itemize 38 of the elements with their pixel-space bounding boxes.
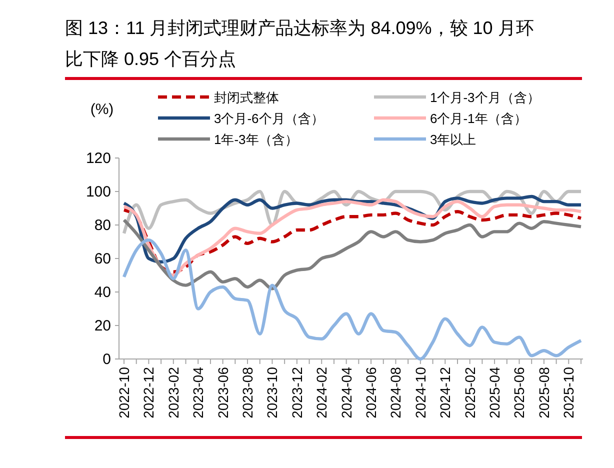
line-series [122,238,583,361]
x-tick-label: 2023-12 [288,366,305,418]
legend-label: 6个月-1年（含） [430,111,527,126]
x-tick-label: 2025-02 [462,366,478,418]
y-tick-label: 40 [94,284,111,301]
x-tick-label: 2025-06 [511,366,528,418]
y-tick-label: 80 [94,217,111,234]
x-tick-label: 2024-12 [437,366,454,418]
chart-title: 图 13：11 月封闭式理财产品达标率为 84.09%，较 10 月环比下降 0.95 个百分点 [65,18,534,69]
x-tick-label: 2022-10 [116,366,132,418]
x-tick-label: 2023-06 [214,366,231,418]
legend-label: 1年-3年（含） [214,132,298,147]
x-tick-label: 2024-06 [363,366,380,418]
line-series [122,218,583,290]
x-tick-label: 2025-04 [486,366,503,418]
x-tick-label: 2024-04 [338,366,354,418]
x-tick-label: 2025-10 [560,366,577,418]
line-series [122,208,583,274]
y-tick-label: 120 [86,150,111,167]
x-tick-label: 2022-12 [140,366,157,418]
x-tick-label: 2023-02 [165,366,182,418]
x-tick-label: 2024-08 [388,366,404,418]
y-tick-label: 0 [102,351,111,368]
line-series [122,198,583,277]
x-tick-label: 2024-02 [314,366,330,418]
legend-label: 封闭式整体 [214,90,279,105]
x-tick-label: 2023-08 [240,366,256,418]
y-tick-label: 20 [94,318,111,334]
legend-label: 1个月-3个月（含） [430,90,540,105]
y-axis-title: (%) [90,101,114,118]
x-tick-label: 2025-08 [536,366,552,418]
x-tick-label: 2023-04 [190,366,206,418]
y-tick-label: 60 [94,250,111,268]
legend-label: 3年以上 [430,132,476,147]
x-tick-label: 2023-10 [264,366,280,418]
legend-label: 3个月-6个月（含） [214,111,324,126]
y-tick-label: 100 [86,184,111,200]
x-tick-label: 2024-10 [412,366,428,418]
